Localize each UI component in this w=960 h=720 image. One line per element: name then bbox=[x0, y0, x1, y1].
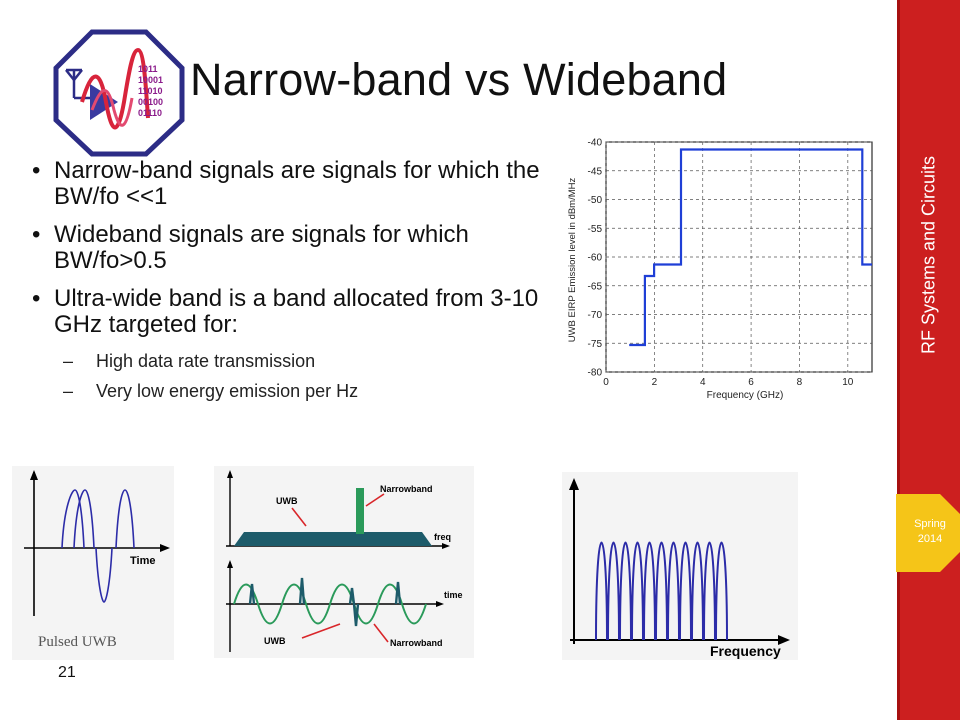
chart-x-tick-label: 0 bbox=[603, 377, 609, 388]
multiband-spectrum-figure: Frequency bbox=[562, 472, 798, 660]
bullet-list: • Narrow-band signals are signals for wh… bbox=[30, 158, 570, 402]
chart-x-tick-label: 2 bbox=[652, 377, 658, 388]
chart-x-tick-label: 8 bbox=[797, 377, 803, 388]
chart-x-axis-label: Frequency (GHz) bbox=[707, 390, 784, 401]
bullet-item: • Wideband signals are signals for which… bbox=[30, 222, 570, 274]
sub-bullet-text: Very low energy emission per Hz bbox=[96, 381, 358, 401]
frequency-axis-label: Frequency bbox=[710, 643, 781, 659]
chart-y-axis-label: UWB EIRP Emission level in dBm/MHz bbox=[567, 177, 578, 342]
course-title: RF Systems and Circuits bbox=[919, 156, 940, 354]
chart-y-tick-label: -65 bbox=[588, 281, 603, 292]
time-axis-label: time bbox=[444, 590, 463, 600]
sub-bullet-item: – High data rate transmission bbox=[30, 350, 570, 372]
pulsed-uwb-figure: Time Pulsed UWB bbox=[12, 466, 174, 660]
uwb-emission-mask-chart: -40 -45 -50 -55 -60 -65 -70 -75 -80 0 2 4 6 8 10 UWB … bbox=[562, 128, 896, 406]
sub-bullet-marker: – bbox=[63, 380, 73, 402]
chart-x-tick-label: 10 bbox=[842, 377, 854, 388]
sub-bullet-text: High data rate transmission bbox=[96, 351, 315, 371]
logo-bit-label: 01110 bbox=[138, 108, 162, 118]
bullet-text: Wideband signals are signals for which B… bbox=[54, 221, 469, 274]
logo-bit-label: 1011 bbox=[138, 64, 158, 74]
pulsed-uwb-caption: Pulsed UWB bbox=[38, 634, 117, 650]
chart-y-tick-label: -75 bbox=[588, 339, 603, 350]
page-number: 21 bbox=[58, 664, 76, 682]
bullet-text: Ultra-wide band is a band allocated from… bbox=[54, 285, 538, 338]
logo-bit-label: 11010 bbox=[138, 86, 163, 96]
semester-year: 2014 bbox=[900, 532, 960, 547]
bullet-item: • Narrow-band signals are signals for wh… bbox=[30, 158, 570, 210]
semester-label: Spring 2014 bbox=[900, 517, 960, 547]
sub-bullet-item: – Very low energy emission per Hz bbox=[30, 380, 570, 402]
bullet-text: Narrow-band signals are signals for whic… bbox=[54, 157, 540, 210]
narrowband-spectrum-label: Narrowband bbox=[380, 484, 433, 494]
chart-y-tick-label: -60 bbox=[588, 253, 603, 264]
narrowband-time-label: Narrowband bbox=[390, 638, 443, 648]
logo-bit-label: 00100 bbox=[138, 97, 163, 107]
semester-season: Spring bbox=[900, 517, 960, 532]
sub-bullet-marker: – bbox=[63, 350, 73, 372]
sidebar-band bbox=[897, 0, 960, 720]
uwb-spectrum-label: UWB bbox=[276, 496, 298, 506]
chart-y-tick-label: -45 bbox=[588, 166, 603, 177]
slide-title: Narrow-band vs Wideband bbox=[190, 54, 727, 106]
chart-y-tick-label: -55 bbox=[588, 224, 603, 235]
bullet-marker: • bbox=[32, 158, 40, 184]
uwb-time-label: UWB bbox=[264, 636, 286, 646]
chart-y-tick-label: -80 bbox=[588, 368, 603, 379]
freq-axis-label: freq bbox=[434, 532, 451, 542]
chart-y-tick-label: -70 bbox=[588, 310, 603, 321]
bullet-item: • Ultra-wide band is a band allocated fr… bbox=[30, 286, 570, 338]
time-axis-label: Time bbox=[130, 555, 155, 567]
chart-y-tick-label: -50 bbox=[588, 195, 603, 206]
logo-bit-label: 10001 bbox=[138, 75, 163, 85]
uwb-narrowband-figure: UWB Narrowband freq time UWB Narrowband bbox=[214, 466, 474, 658]
bullet-marker: • bbox=[32, 222, 40, 248]
chart-y-tick-label: -40 bbox=[588, 138, 603, 149]
chart-x-tick-label: 4 bbox=[700, 377, 706, 388]
bullet-marker: • bbox=[32, 286, 40, 312]
chart-x-tick-label: 6 bbox=[748, 377, 754, 388]
